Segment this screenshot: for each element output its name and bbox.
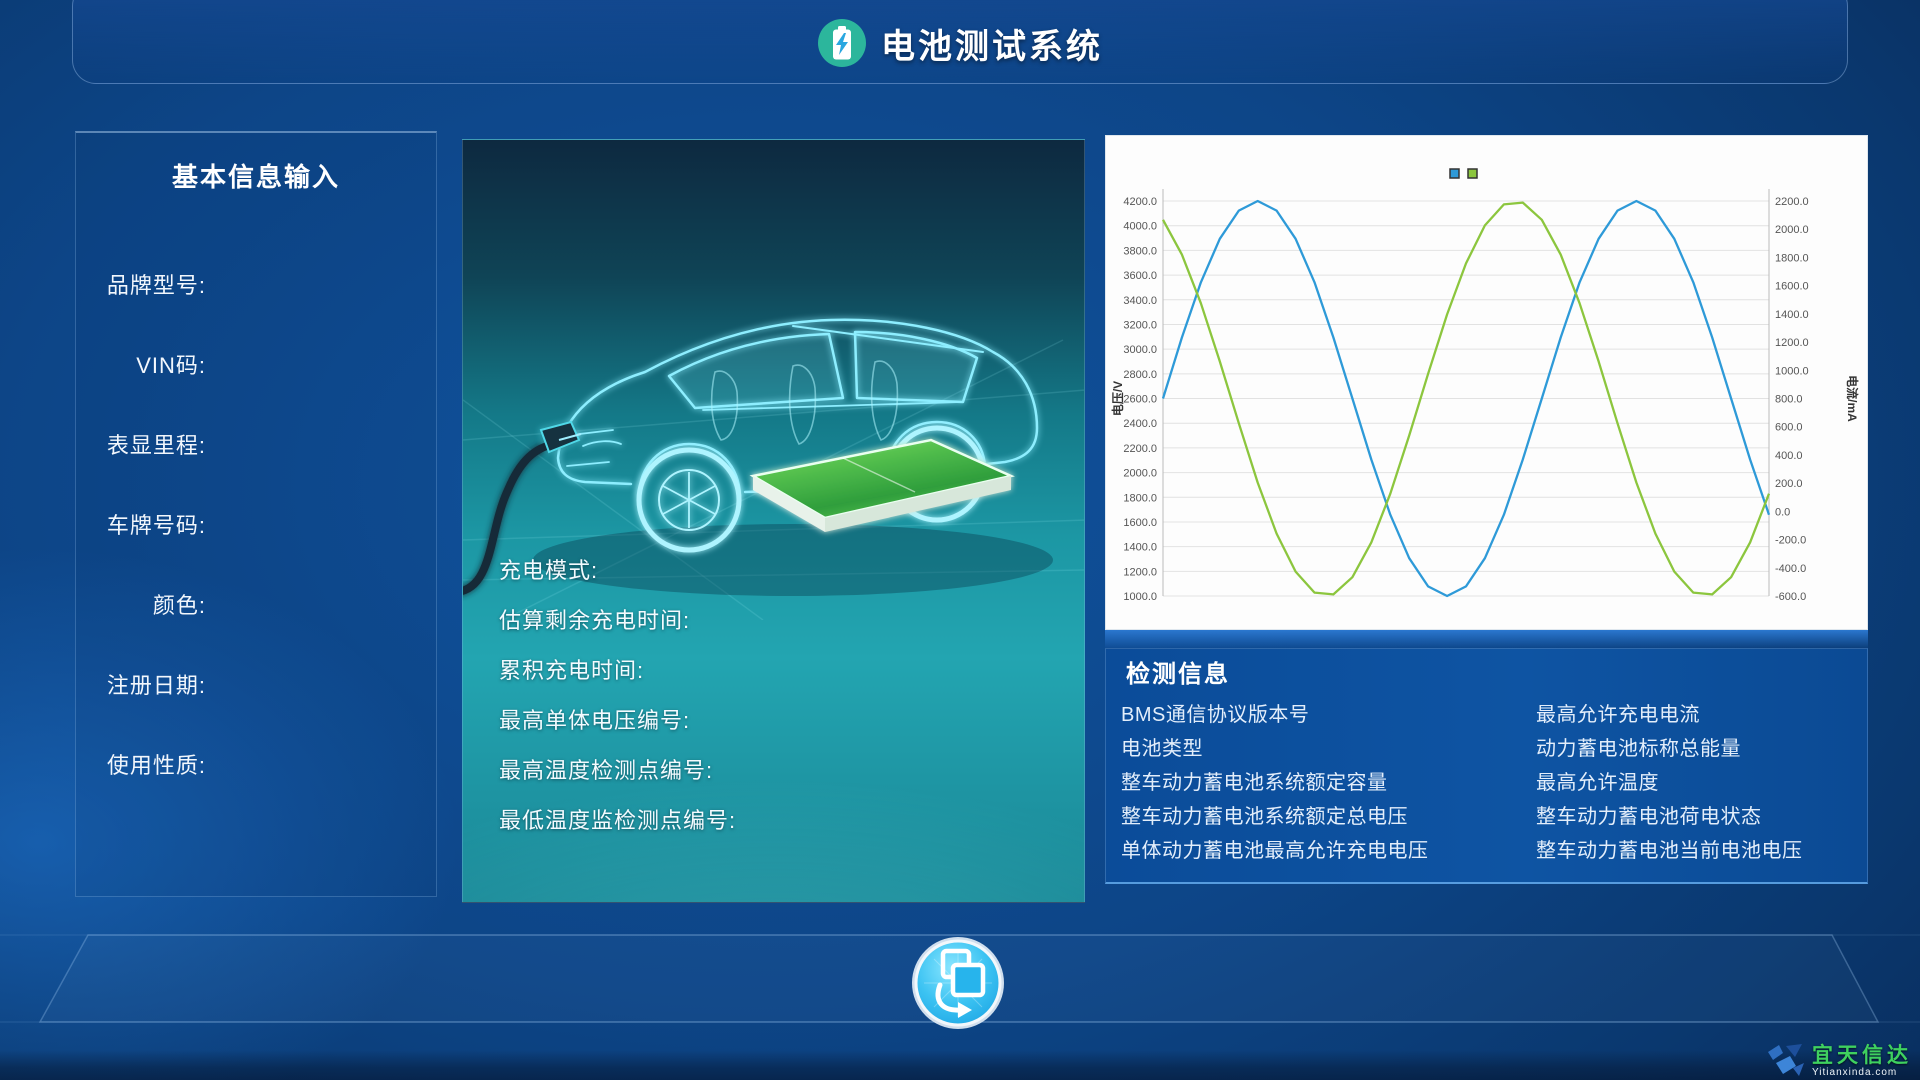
series-voltage: [1161, 199, 1771, 598]
detection-right-column: 最高允许充电电流动力蓄电池标称总能量 最高允许温度整车动力蓄电池荷电状态整车动力蓄…: [1536, 695, 1803, 865]
basic-info-panel: 基本信息输入 品牌型号: VIN码: 表显里程: 车牌号码: 颜色: 注册日期: 使用性质:: [75, 131, 437, 897]
charging-info-label: 最高温度检测点编号:: [499, 758, 714, 783]
svg-text:1800.0: 1800.0: [1123, 492, 1157, 504]
charging-info-label: 充电模式:: [499, 558, 599, 583]
charging-info-label: 累积充电时间:: [499, 658, 645, 683]
left-axis-title: 电压/V: [1110, 381, 1125, 416]
basic-info-field-label: 注册日期:: [106, 673, 206, 698]
svg-text:1200.0: 1200.0: [1123, 566, 1157, 578]
svg-text:1000.0: 1000.0: [1123, 591, 1157, 603]
svg-text:-400.0: -400.0: [1775, 563, 1806, 575]
basic-info-title: 基本信息输入: [171, 162, 340, 192]
chart-panel: 4200.0 4000.0 3800.0 3600.0 3400.0 3200.0 3000…: [1105, 135, 1868, 630]
svg-text:800.0: 800.0: [1775, 394, 1803, 406]
bottom-shadow-band: [0, 1050, 1920, 1080]
series-current: [1161, 201, 1771, 596]
svg-text:0.0: 0.0: [1775, 506, 1790, 518]
svg-text:1400.0: 1400.0: [1123, 542, 1157, 554]
detection-info-item: 整车动力蓄电池当前电池电压: [1536, 839, 1803, 862]
svg-text:1000.0: 1000.0: [1775, 365, 1809, 377]
svg-text:-200.0: -200.0: [1775, 535, 1806, 547]
svg-text:2600.0: 2600.0: [1123, 394, 1157, 406]
basic-info-field-label: 颜色:: [152, 593, 206, 618]
watermark-logo-icon: [1768, 1044, 1804, 1076]
svg-text:2200.0: 2200.0: [1123, 443, 1157, 455]
data-transfer-button[interactable]: [910, 935, 1006, 1031]
basic-info-field-label: 车牌号码:: [106, 513, 206, 538]
detection-info-item: 整车动力蓄电池系统额定容量: [1121, 771, 1388, 794]
detection-info-item: 单体动力蓄电池最高允许充电电压: [1121, 839, 1429, 862]
watermark-name: 宜天信达: [1812, 1043, 1912, 1067]
detection-left-column: BMS通信协议版本号 电池类型整车动力蓄电池系统额定容量 整车动力蓄电池系统额定总电…: [1121, 695, 1429, 865]
watermark: 宜天信达 Yitianxinda.com: [1766, 1044, 1912, 1078]
detection-info-item: BMS通信协议版本号: [1121, 703, 1310, 726]
svg-text:4200.0: 4200.0: [1123, 196, 1157, 208]
svg-text:2800.0: 2800.0: [1123, 369, 1157, 381]
basic-info-field-label: 使用性质:: [106, 753, 206, 778]
svg-text:2400.0: 2400.0: [1123, 418, 1157, 430]
data-transfer-icon: [912, 937, 1004, 1029]
svg-text:400.0: 400.0: [1775, 450, 1803, 462]
basic-info-field-label: 表显里程:: [106, 433, 206, 458]
voltage-current-chart: 4200.0 4000.0 3800.0 3600.0 3400.0 3200.0 3000…: [1110, 168, 1860, 603]
basic-info-field-label: 品牌型号:: [106, 273, 206, 298]
svg-text:3400.0: 3400.0: [1123, 295, 1157, 307]
detection-info-panel: 检测信息 BMS通信协议版本号 电池类型整车动力蓄电池系统额定容量 整车动力蓄电池系…: [1105, 648, 1868, 884]
vehicle-panel: 充电模式: 估算剩余充电时间: 累积充电时间: 最高单体电压编号: 最高温度检测点编号:…: [462, 139, 1085, 903]
svg-text:2000.0: 2000.0: [1775, 224, 1809, 236]
watermark-domain: Yitianxinda.com: [1812, 1066, 1898, 1078]
legend-marker[interactable]: [1449, 168, 1460, 179]
svg-text:4000.0: 4000.0: [1123, 221, 1157, 233]
svg-text:-600.0: -600.0: [1775, 591, 1806, 603]
svg-text:2000.0: 2000.0: [1123, 468, 1157, 480]
svg-text:1200.0: 1200.0: [1775, 337, 1809, 349]
charging-info-label: 最低温度监检测点编号:: [499, 808, 737, 833]
svg-text:1400.0: 1400.0: [1775, 309, 1809, 321]
legend-marker[interactable]: [1467, 168, 1478, 179]
svg-text:1600.0: 1600.0: [1775, 281, 1809, 293]
detection-info-item: 最高允许充电电流: [1536, 703, 1700, 726]
svg-text:1600.0: 1600.0: [1123, 517, 1157, 529]
chart-panel-edge: [1105, 630, 1868, 648]
detection-info-item: 电池类型: [1121, 737, 1203, 760]
svg-text:1800.0: 1800.0: [1775, 252, 1809, 264]
charging-info-label: 最高单体电压编号:: [499, 708, 691, 733]
svg-text:2200.0: 2200.0: [1775, 196, 1809, 208]
svg-text:3200.0: 3200.0: [1123, 319, 1157, 331]
detection-info-title: 检测信息: [1126, 661, 1230, 688]
detection-info-item: 整车动力蓄电池系统额定总电压: [1121, 805, 1408, 828]
svg-text:3000.0: 3000.0: [1123, 344, 1157, 356]
charging-info-label: 估算剩余充电时间:: [499, 608, 691, 633]
ev-car-illustration: [463, 318, 1084, 620]
battery-icon: [818, 19, 866, 67]
detection-info-item: 最高允许温度: [1536, 771, 1659, 794]
basic-info-field-label: VIN码:: [136, 353, 206, 378]
svg-text:600.0: 600.0: [1775, 422, 1803, 434]
right-axis-title: 电流/mA: [1845, 375, 1860, 422]
detection-info-item: 动力蓄电池标称总能量: [1536, 737, 1741, 760]
svg-text:3800.0: 3800.0: [1123, 245, 1157, 257]
svg-text:3600.0: 3600.0: [1123, 270, 1157, 282]
detection-info-item: 整车动力蓄电池荷电状态: [1536, 805, 1762, 828]
charging-info-list: 充电模式: 估算剩余充电时间: 累积充电时间: 最高单体电压编号: 最高温度检测点编号:…: [499, 544, 1064, 844]
header-bar: 电池测试系统: [72, 0, 1848, 84]
page-title: 电池测试系统: [881, 27, 1103, 66]
svg-text:200.0: 200.0: [1775, 478, 1803, 490]
